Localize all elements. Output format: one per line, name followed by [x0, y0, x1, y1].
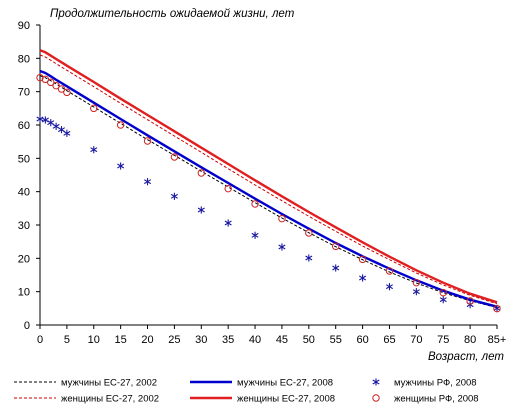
x-tick-label: 10 — [88, 334, 100, 346]
x-tick-label: 30 — [195, 334, 207, 346]
x-tick-label: 65 — [383, 334, 395, 346]
data-point — [90, 104, 98, 113]
data-point — [197, 169, 205, 177]
x-tick-label: 35 — [222, 334, 234, 346]
data-point — [47, 119, 55, 127]
y-tick-label: 10 — [18, 287, 30, 299]
legend-item-1: мужчины ЕС-27, 2008 — [190, 378, 333, 389]
x-tick-label: 15 — [115, 334, 127, 346]
x-tick-label: 50 — [303, 334, 315, 346]
data-point — [116, 121, 125, 129]
x-tick-label: 60 — [356, 334, 368, 346]
x-tick-label: 75 — [437, 334, 449, 346]
legend-label: женщины ЕС-27, 2002 — [61, 394, 159, 405]
y-tick-label: 80 — [18, 53, 30, 65]
legend-swatch — [372, 394, 380, 402]
y-tick-label: 30 — [18, 220, 30, 232]
data-point — [466, 297, 474, 305]
x-tick-label: 0 — [37, 334, 43, 346]
series-layer — [36, 49, 501, 313]
x-tick-label: 40 — [249, 334, 261, 346]
legend-item-3: женщины ЕС-27, 2002 — [14, 394, 159, 405]
series-line-0 — [39, 75, 498, 309]
y-tick-label: 40 — [18, 187, 30, 199]
data-point — [63, 129, 71, 137]
series-line-1 — [39, 69, 498, 308]
y-tick-label: 50 — [18, 153, 30, 165]
legend-label: мужчины ЕС-27, 2008 — [237, 378, 333, 389]
x-axis-title: Возраст, лет — [428, 351, 504, 363]
data-point — [63, 88, 71, 97]
series-line-3 — [39, 54, 498, 305]
legend-item-2: мужчины РФ, 2008 — [372, 378, 477, 389]
data-point — [332, 242, 340, 251]
data-point — [224, 184, 232, 193]
x-tick-label: 85+ — [488, 334, 507, 346]
legend: мужчины ЕС-27, 2002 мужчины ЕС-27, 2008 му… — [14, 378, 479, 405]
data-point — [412, 288, 420, 296]
series-0 — [39, 75, 498, 309]
data-point — [332, 264, 340, 272]
data-point — [359, 274, 367, 282]
data-point — [36, 73, 44, 82]
data-point — [412, 278, 421, 287]
y-tick-label: 70 — [18, 87, 30, 99]
data-point — [170, 153, 179, 161]
data-point — [278, 243, 286, 251]
data-point — [305, 229, 313, 237]
y-tick-label: 0 — [24, 320, 30, 332]
data-point — [57, 85, 66, 93]
data-point — [57, 126, 66, 134]
x-tick-label: 5 — [64, 334, 70, 346]
y-tick-label: 60 — [18, 120, 30, 132]
data-point — [117, 162, 125, 170]
data-point — [385, 267, 394, 275]
x-tick-label: 45 — [276, 334, 288, 346]
data-point — [278, 214, 286, 223]
legend-label: женщины ЕС-27, 2008 — [237, 394, 335, 405]
x-tick-label: 25 — [168, 334, 180, 346]
data-point — [144, 178, 152, 186]
x-tick-label: 55 — [330, 334, 342, 346]
series-4 — [39, 49, 498, 304]
x-tick-label: 70 — [410, 334, 422, 346]
data-point — [439, 296, 447, 304]
series-5 — [36, 73, 501, 313]
data-point — [170, 192, 178, 200]
series-1 — [39, 69, 498, 308]
data-point — [41, 75, 50, 84]
data-point — [439, 288, 447, 297]
axes: 0 10 20 30 40 50 60 70 80 90 0 5 10 15 20 25 30 35 40 45 50 5… — [18, 20, 507, 346]
legend-label: мужчины ЕС-27, 2002 — [61, 378, 157, 389]
data-point — [90, 146, 98, 154]
legend-label: женщины РФ, 2008 — [394, 394, 479, 405]
data-point — [251, 200, 259, 208]
legend-label: мужчины РФ, 2008 — [394, 378, 477, 389]
series-3 — [39, 54, 498, 305]
legend-item-5: женщины РФ, 2008 — [372, 394, 479, 405]
data-point — [385, 283, 393, 291]
data-point — [47, 78, 55, 87]
legend-item-4: женщины ЕС-27, 2008 — [190, 394, 335, 405]
y-tick-label: 20 — [18, 253, 30, 265]
data-point — [224, 219, 232, 227]
data-point — [197, 206, 205, 214]
legend-item-0: мужчины ЕС-27, 2002 — [14, 378, 157, 389]
y-axis-title: Продолжительность ожидаемой жизни, лет — [50, 8, 295, 20]
data-point — [251, 231, 259, 239]
data-point — [143, 137, 152, 145]
x-tick-label: 80 — [464, 334, 476, 346]
data-point — [305, 254, 313, 262]
legend-swatch — [372, 378, 380, 386]
data-point — [493, 304, 501, 313]
y-tick-label: 90 — [18, 20, 30, 32]
data-point — [52, 81, 60, 90]
data-point — [358, 255, 367, 264]
series-line-4 — [39, 49, 498, 304]
x-tick-label: 20 — [141, 334, 153, 346]
data-point — [36, 115, 44, 123]
